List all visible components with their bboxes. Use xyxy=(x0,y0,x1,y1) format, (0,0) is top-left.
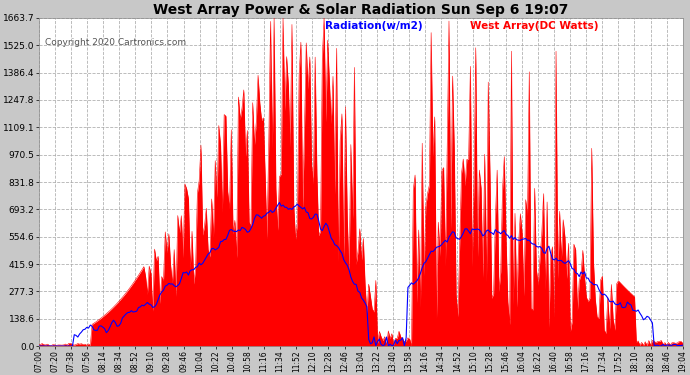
Text: West Array(DC Watts): West Array(DC Watts) xyxy=(471,21,599,31)
Text: Radiation(w/m2): Radiation(w/m2) xyxy=(325,21,422,31)
Title: West Array Power & Solar Radiation Sun Sep 6 19:07: West Array Power & Solar Radiation Sun S… xyxy=(153,3,569,17)
Text: Copyright 2020 Cartronics.com: Copyright 2020 Cartronics.com xyxy=(45,38,186,46)
